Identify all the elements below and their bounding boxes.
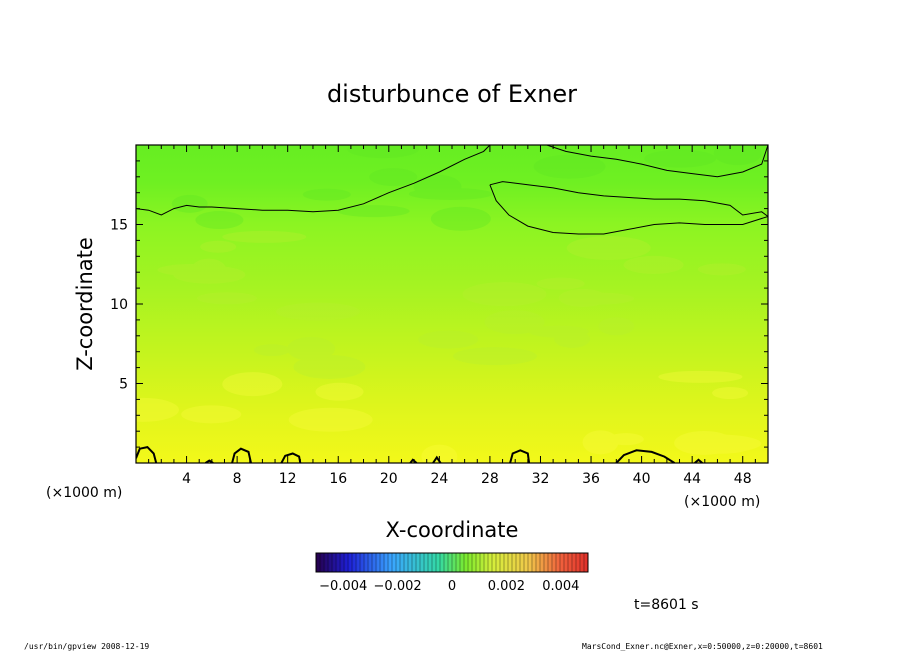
x-tick-label: 4 <box>182 471 191 487</box>
footer-left: /usr/bin/gpview 2008-12-19 <box>24 642 150 651</box>
heatmap-field <box>136 145 768 463</box>
texture-blob <box>287 336 336 361</box>
x-tick-label: 40 <box>633 471 651 487</box>
texture-blob <box>293 354 366 379</box>
x-tick-label: 28 <box>481 471 499 487</box>
texture-blob <box>598 317 635 336</box>
colorbar-tick-label: −0.004 <box>319 579 367 594</box>
texture-blob <box>623 255 684 274</box>
y-axis: 5 10 15 <box>110 160 768 448</box>
texture-blob <box>302 188 351 201</box>
y-tick-label: 10 <box>110 297 128 313</box>
texture-blob <box>222 372 283 397</box>
texture-blob <box>181 405 242 424</box>
y-tick-label: 5 <box>119 377 128 393</box>
x-axis: 4 8 12 16 20 24 28 32 36 40 44 48 <box>148 145 756 487</box>
colorbar-frame <box>315 552 589 573</box>
x-tick-label: 48 <box>734 471 752 487</box>
texture-blob <box>190 258 227 283</box>
y-axis-label: Z-coordinate <box>73 237 97 371</box>
texture-blob <box>677 434 762 453</box>
upper-contour <box>136 145 491 216</box>
colorbar-tick-label: −0.002 <box>374 579 422 594</box>
bottom-contour-7 <box>509 449 531 463</box>
texture-blob <box>136 397 179 422</box>
texture-blob <box>554 329 591 348</box>
texture-blob <box>173 265 246 284</box>
bottom-contour-3 <box>231 447 252 463</box>
colorbar-tick-label: 0 <box>448 579 456 594</box>
texture-blob <box>421 444 458 463</box>
texture-blob <box>430 206 491 231</box>
texture-blob <box>561 292 634 305</box>
bottom-contour-5 <box>409 458 418 463</box>
texture-blob <box>171 194 208 213</box>
lens-contour <box>489 181 768 235</box>
x-tick-label: 8 <box>233 471 242 487</box>
texture-blob <box>697 263 746 276</box>
x-tick-label: 16 <box>329 471 347 487</box>
x-tick-label: 24 <box>430 471 448 487</box>
y-tick-label: 15 <box>110 218 128 234</box>
texture-blob <box>408 187 493 200</box>
texture-blob <box>533 154 606 179</box>
texture-blob <box>713 145 762 166</box>
texture-blob <box>558 288 607 307</box>
time-label: t=8601 s <box>634 597 699 613</box>
texture-blob <box>658 370 743 383</box>
texture-blob <box>253 344 290 357</box>
texture-blob <box>689 441 750 454</box>
texture-blob <box>337 205 410 218</box>
bottom-contour-4 <box>280 452 302 463</box>
colorbar-stripes <box>319 553 585 572</box>
texture-blob <box>200 240 237 253</box>
texture-blob <box>276 302 361 321</box>
x-unit-label-right: (×1000 m) <box>684 494 760 510</box>
footer-right: MarsCond_Exner.nc@Exner,x=0:50000,z=0:20… <box>582 642 823 651</box>
texture-blob <box>484 310 545 335</box>
texture-blob <box>582 430 619 455</box>
texture-blob <box>528 325 589 338</box>
bottom-contour-1 <box>136 446 158 463</box>
texture-blob <box>195 211 244 230</box>
texture-blob <box>536 277 585 290</box>
x-tick-label: 12 <box>279 471 297 487</box>
texture-blob <box>315 382 364 401</box>
texture-blob <box>712 387 749 400</box>
texture-blob <box>197 292 258 305</box>
colorbar-tick-label: 0.002 <box>488 579 525 594</box>
texture-blob <box>566 236 651 261</box>
x-tick-label: 32 <box>532 471 550 487</box>
texture-blob <box>288 407 373 432</box>
texture-blob <box>157 263 230 276</box>
texture-blob <box>413 174 462 199</box>
texture-blob <box>644 149 717 168</box>
texture-blob <box>674 430 735 455</box>
upper-right-top-contour <box>546 145 768 178</box>
x-unit-label-left: (×1000 m) <box>46 485 122 501</box>
heatmap-texture <box>136 145 762 463</box>
texture-blob <box>418 330 479 349</box>
x-axis-label: X-coordinate <box>386 518 519 542</box>
chart-title: disturbunce of Exner <box>327 80 577 108</box>
x-tick-label: 20 <box>380 471 398 487</box>
texture-blob <box>347 145 420 159</box>
texture-blob <box>462 282 547 307</box>
texture-blob <box>452 347 537 366</box>
colorbar-tick-label: 0.004 <box>542 579 579 594</box>
x-tick-label: 36 <box>582 471 600 487</box>
colorbar: −0.004 −0.002 0 0.002 0.004 <box>315 552 589 594</box>
colorbar-ticks: −0.004 −0.002 0 0.002 0.004 <box>319 579 579 594</box>
texture-blob <box>369 168 418 187</box>
bottom-contour-8 <box>615 449 676 463</box>
texture-blob <box>607 433 644 446</box>
texture-blob <box>222 230 307 243</box>
bottom-contour-9 <box>694 458 703 463</box>
x-tick-label: 44 <box>683 471 701 487</box>
